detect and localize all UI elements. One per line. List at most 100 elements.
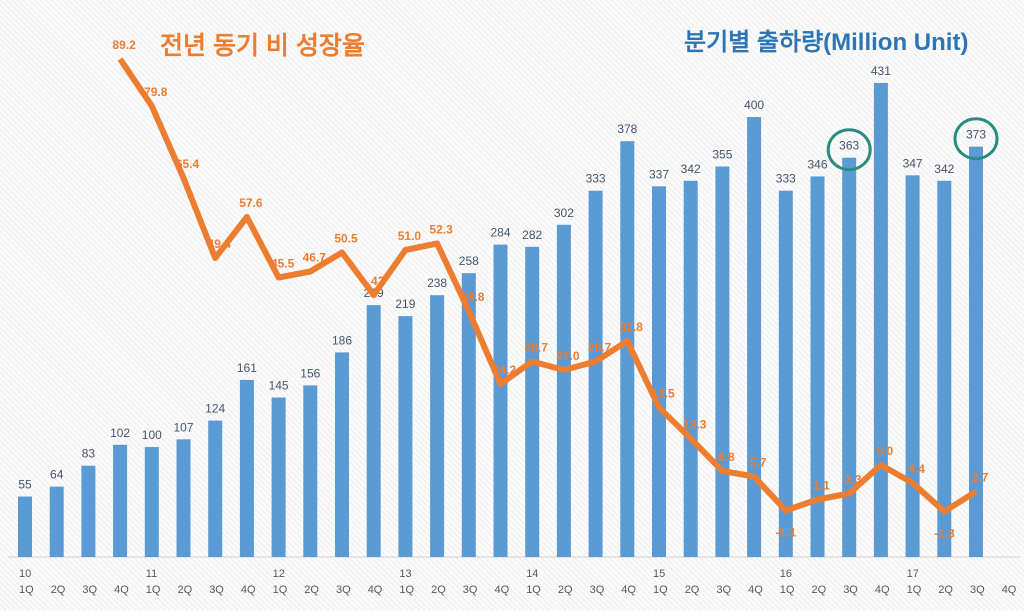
line-data-label: 28.7 [525,341,549,355]
line-data-label: 50.5 [334,232,358,246]
x-tick-quarter: 3Q [82,584,97,596]
x-tick-year: 17 [907,568,919,580]
bar-data-label: 355 [712,148,732,162]
bar [366,305,381,557]
bar-data-label: 378 [617,122,637,136]
x-tick-year: 15 [653,568,665,580]
x-tick-quarter: 4Q [114,584,129,596]
bar-data-label: 282 [522,228,542,242]
bar [588,190,603,557]
bar [144,447,159,557]
line-data-label: 51.0 [398,229,422,243]
bar-data-label: 55 [18,478,32,492]
bar-data-label: 400 [744,98,764,112]
line-data-label: 79.8 [144,85,168,99]
x-tick-quarter: 4Q [495,584,510,596]
bar-data-label: 219 [395,297,415,311]
highlight-circle [826,128,872,172]
line-data-label: 42 [371,274,385,288]
x-tick-quarter: 1Q [653,584,668,596]
x-tick-quarter: 4Q [241,584,256,596]
x-tick-year: 16 [780,568,792,580]
x-tick-quarter: 3Q [336,584,351,596]
bar-data-label: 431 [871,64,891,78]
bar-data-label: 337 [649,167,669,181]
bar [49,486,64,557]
bar-data-label: 333 [776,172,796,186]
bar-data-label: 373 [966,128,986,142]
bar-data-label: 186 [332,333,352,347]
line-data-label: 4.4 [908,462,925,476]
line-data-label: 19.5 [651,387,675,401]
bar [842,157,857,557]
line-data-label: 89.2 [112,38,136,52]
bar-data-label: 258 [459,254,479,268]
x-tick-quarter: 2Q [51,584,66,596]
line-data-label: 5.7 [750,456,767,470]
x-tick-quarter: 1Q [399,584,414,596]
bar [652,186,666,558]
x-tick-quarter: 3Q [209,584,224,596]
bar [969,146,983,557]
highlight-circle [953,117,999,161]
x-tick-year: 13 [399,568,411,580]
x-tick-year: 12 [273,568,285,580]
x-tick-quarter: 4Q [621,584,636,596]
bar [525,246,540,558]
bar-data-label: 83 [82,447,96,461]
bar [461,273,476,557]
bar [873,82,888,558]
bar-data-label: 333 [586,172,606,186]
line-data-label: 45.5 [271,257,295,271]
bar-data-label: 156 [300,366,320,380]
line-data-label: 32.8 [620,320,644,334]
bar [303,385,318,557]
bar-data-label: 107 [173,420,193,434]
bar [271,397,286,557]
bar-data-label: 145 [269,379,289,393]
bar-data-label: 342 [681,162,701,176]
line-data-label: 1.1 [813,479,830,493]
bar [556,224,571,558]
bar-data-label: 64 [50,468,64,482]
line-data-label: 13.3 [683,418,707,432]
x-tick-year: 14 [526,568,538,580]
x-tick-quarter: 3Q [590,584,605,596]
line-data-label: 8.0 [877,444,894,458]
bar-data-label: 284 [490,226,510,240]
bar-data-label: 342 [934,162,954,176]
bar-data-label: 346 [807,157,827,171]
x-tick-quarter: 1Q [907,584,922,596]
bar-data-label: 124 [205,402,225,416]
x-tick-quarter: 2Q [938,584,953,596]
bar [113,444,128,557]
x-tick-quarter: 4Q [875,584,890,596]
x-tick-quarter: 1Q [526,584,541,596]
line-data-label: 6.8 [718,450,735,464]
x-tick-year: 10 [19,568,31,580]
x-tick-quarter: 2Q [685,584,700,596]
x-tick-quarter: 2Q [558,584,573,596]
x-tick-quarter: 2Q [431,584,446,596]
line-series-title: 전년 동기 비 성장율 [160,32,365,60]
line-data-label: 27.0 [556,349,580,363]
bar [778,190,793,557]
x-tick-quarter: 4Q [368,584,383,596]
x-tick-quarter: 1Q [146,584,161,596]
x-tick-quarter: 4Q [748,584,763,596]
bar [620,141,635,557]
x-tick-quarter: 1Q [780,584,795,596]
bar-data-label: 161 [237,361,257,375]
x-tick-quarter: 1Q [19,584,34,596]
bar [335,352,349,557]
line-data-label: 57.6 [239,196,263,210]
x-tick-quarter: 3Q [970,584,985,596]
bar-data-label: 363 [839,139,859,153]
line-data-label: 2.3 [845,473,862,487]
bar [810,176,825,557]
growth-line [117,57,978,515]
bar [430,295,445,557]
bar [81,465,96,557]
bar [937,180,952,558]
